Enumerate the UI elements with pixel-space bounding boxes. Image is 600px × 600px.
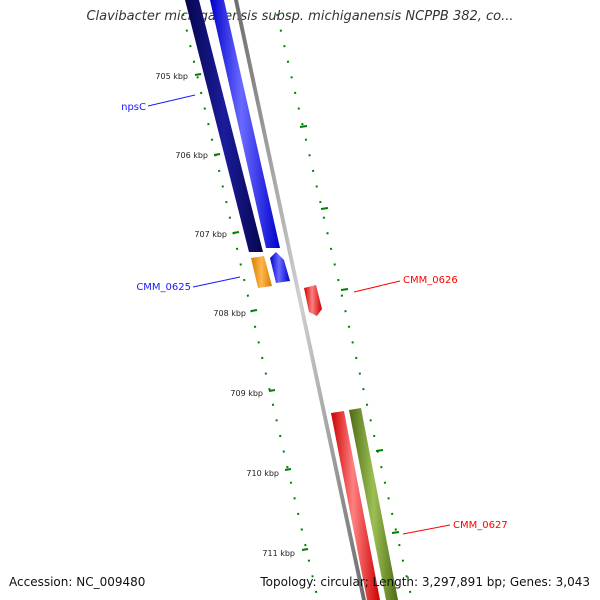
tick-mark xyxy=(301,548,309,551)
tick-mark xyxy=(232,231,240,234)
gene-label-CMM_0626[interactable]: CMM_0626 xyxy=(403,275,458,286)
tick-mark xyxy=(194,73,202,76)
gene-labels: npsC CMM_0625 CMM_0626 CMM_0627 xyxy=(121,94,508,535)
tick-mark xyxy=(213,153,221,156)
tick-label: 709 kbp xyxy=(230,389,263,398)
tick-mark xyxy=(375,449,384,452)
gene-CMM_0627[interactable] xyxy=(349,408,398,600)
leader-line xyxy=(402,524,451,535)
tick-label: 708 kbp xyxy=(213,309,246,318)
gene-label-CMM_0627[interactable]: CMM_0627 xyxy=(453,520,508,531)
tick-label: 710 kbp xyxy=(246,469,279,478)
gene-label-CMM_0625[interactable]: CMM_0625 xyxy=(136,282,191,293)
tick-label: 705 kbp xyxy=(155,72,188,81)
accession-text: Accession: NC_009480 xyxy=(9,575,146,589)
tick-mark xyxy=(284,468,292,471)
tick-mark xyxy=(391,531,400,534)
outer-scale-dots xyxy=(182,13,319,600)
gene-CMM_0625-orange[interactable] xyxy=(251,256,272,288)
tick-mark xyxy=(299,125,308,128)
topology-text: Topology: circular; Length: 3,297,891 bp… xyxy=(260,575,590,589)
genome-backbone xyxy=(234,0,366,600)
tick-label: 706 kbp xyxy=(175,151,208,160)
tick-mark xyxy=(268,389,276,392)
gene-CMM_0626[interactable] xyxy=(304,285,322,316)
gene-npsC[interactable] xyxy=(210,0,280,248)
tick-label: 707 kbp xyxy=(194,230,227,239)
tick-mark xyxy=(250,309,258,312)
gene-CMM_0627-red[interactable] xyxy=(331,411,380,600)
leader-line xyxy=(147,94,196,107)
scale-ticks: 705 kbp 706 kbp 707 kbp 708 kbp 709 kbp … xyxy=(155,72,400,558)
tick-mark xyxy=(340,288,349,291)
leader-line xyxy=(192,276,241,288)
leader-line xyxy=(353,280,401,293)
tick-label: 711 kbp xyxy=(262,549,295,558)
gene-CMM_0625[interactable] xyxy=(270,252,290,283)
gene-label-npsC[interactable]: npsC xyxy=(121,102,146,113)
gene-npsC-outer[interactable] xyxy=(185,0,263,252)
tick-mark xyxy=(320,207,329,210)
